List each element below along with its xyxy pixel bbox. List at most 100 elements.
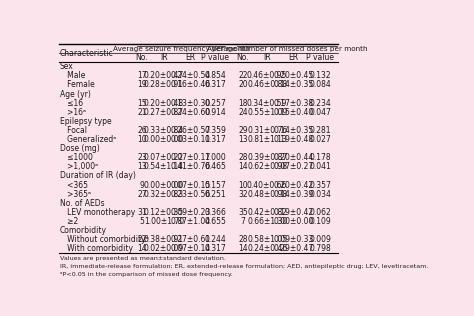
Text: 0.854: 0.854 bbox=[204, 71, 226, 80]
Text: 0.58±1.05: 0.58±1.05 bbox=[247, 235, 287, 244]
Text: Female: Female bbox=[60, 81, 94, 89]
Text: 0.02±0.09: 0.02±0.09 bbox=[144, 244, 184, 253]
Text: 0.07±0.17: 0.07±0.17 bbox=[171, 153, 211, 162]
Text: Without comorbidityᵃ: Without comorbidityᵃ bbox=[60, 235, 148, 244]
Text: Epilepsy type: Epilepsy type bbox=[60, 117, 111, 126]
Text: 0.357: 0.357 bbox=[309, 180, 331, 190]
Text: P value: P value bbox=[306, 53, 334, 62]
Text: Duration of IR (day): Duration of IR (day) bbox=[60, 171, 136, 180]
Text: 0.62±0.98: 0.62±0.98 bbox=[247, 162, 287, 171]
Text: Characteristic: Characteristic bbox=[60, 49, 113, 58]
Text: 0.157: 0.157 bbox=[204, 180, 226, 190]
Text: 17: 17 bbox=[137, 71, 147, 80]
Text: 0.46±0.95: 0.46±0.95 bbox=[247, 71, 287, 80]
Text: 13: 13 bbox=[238, 135, 248, 144]
Text: LEV monotherapy: LEV monotherapy bbox=[60, 208, 135, 217]
Text: 23: 23 bbox=[137, 153, 147, 162]
Text: 22: 22 bbox=[137, 235, 146, 244]
Text: 24: 24 bbox=[238, 108, 248, 117]
Text: ᵃP<0.05 in the comparison of missed dose frequency.: ᵃP<0.05 in the comparison of missed dose… bbox=[60, 272, 232, 277]
Text: 0.251: 0.251 bbox=[205, 190, 226, 199]
Text: ER: ER bbox=[289, 53, 299, 62]
Text: 0.257: 0.257 bbox=[204, 99, 226, 108]
Text: ER: ER bbox=[186, 53, 196, 62]
Text: 0.24±0.46: 0.24±0.46 bbox=[247, 244, 287, 253]
Text: <365: <365 bbox=[60, 180, 88, 190]
Text: 0.26±0.57: 0.26±0.57 bbox=[171, 126, 211, 135]
Text: 0.00±0.00: 0.00±0.00 bbox=[144, 180, 184, 190]
Text: 0.15±0.40: 0.15±0.40 bbox=[273, 108, 314, 117]
Text: No.: No. bbox=[136, 53, 148, 62]
Text: 26: 26 bbox=[137, 126, 147, 135]
Text: 15: 15 bbox=[137, 99, 147, 108]
Text: 28: 28 bbox=[238, 153, 248, 162]
Text: P value: P value bbox=[201, 53, 229, 62]
Text: 0.33±0.84: 0.33±0.84 bbox=[144, 126, 184, 135]
Text: 0.27±0.61: 0.27±0.61 bbox=[171, 235, 211, 244]
Text: 0.07±0.22: 0.07±0.22 bbox=[144, 153, 184, 162]
Text: ≤16: ≤16 bbox=[60, 99, 83, 108]
Text: 0.317: 0.317 bbox=[204, 244, 226, 253]
Text: 0.027: 0.027 bbox=[309, 135, 331, 144]
Text: ≥2: ≥2 bbox=[60, 217, 78, 226]
Text: 0.09±0.23: 0.09±0.23 bbox=[171, 208, 211, 217]
Text: 0.03±0.11: 0.03±0.11 bbox=[171, 135, 211, 144]
Text: 0.00±0.00: 0.00±0.00 bbox=[144, 135, 184, 144]
Text: 0.39±0.87: 0.39±0.87 bbox=[247, 153, 287, 162]
Text: 0.359: 0.359 bbox=[204, 126, 226, 135]
Text: IR: IR bbox=[160, 53, 168, 62]
Text: 0.655: 0.655 bbox=[204, 217, 226, 226]
Text: IR, immediate-release formulation; ER, extended-release formulation; AED, antiep: IR, immediate-release formulation; ER, e… bbox=[60, 264, 428, 269]
Text: 0.20±0.42: 0.20±0.42 bbox=[273, 180, 314, 190]
Text: 19: 19 bbox=[137, 81, 147, 89]
Text: 0.20±0.47: 0.20±0.47 bbox=[144, 71, 184, 80]
Text: 0.07±0.14: 0.07±0.14 bbox=[171, 244, 211, 253]
Text: 0.07±0.15: 0.07±0.15 bbox=[171, 180, 211, 190]
Text: Age (yr): Age (yr) bbox=[60, 89, 91, 99]
Text: IR: IR bbox=[264, 53, 271, 62]
Text: 0.009: 0.009 bbox=[309, 235, 331, 244]
Text: 0.24±0.60: 0.24±0.60 bbox=[171, 108, 211, 117]
Text: 0.14±0.35: 0.14±0.35 bbox=[273, 81, 314, 89]
Text: Generalizedᵃ: Generalizedᵃ bbox=[60, 135, 116, 144]
Text: 0.234: 0.234 bbox=[309, 99, 331, 108]
Text: 5: 5 bbox=[139, 217, 145, 226]
Text: 18: 18 bbox=[238, 99, 248, 108]
Text: 32: 32 bbox=[238, 190, 248, 199]
Text: 0.09±0.33: 0.09±0.33 bbox=[273, 235, 314, 244]
Text: 0.38±0.91: 0.38±0.91 bbox=[144, 235, 184, 244]
Text: 0.66±1.30: 0.66±1.30 bbox=[247, 217, 287, 226]
Text: 14: 14 bbox=[238, 244, 248, 253]
Text: No.: No. bbox=[237, 53, 249, 62]
Text: 0.19±0.42: 0.19±0.42 bbox=[273, 208, 314, 217]
Text: 10: 10 bbox=[238, 180, 248, 190]
Text: 0.14±0.35: 0.14±0.35 bbox=[273, 126, 314, 135]
Text: 7: 7 bbox=[240, 217, 246, 226]
Text: 0.55±1.09: 0.55±1.09 bbox=[247, 108, 287, 117]
Text: 22: 22 bbox=[238, 71, 248, 80]
Text: No. of AEDs: No. of AEDs bbox=[60, 199, 104, 208]
Text: 0.132: 0.132 bbox=[309, 71, 331, 80]
Text: 0.32±0.83: 0.32±0.83 bbox=[144, 190, 184, 199]
Text: 0.178: 0.178 bbox=[309, 153, 331, 162]
Text: 0.07±0.27: 0.07±0.27 bbox=[273, 162, 314, 171]
Text: 0.46±0.88: 0.46±0.88 bbox=[247, 81, 287, 89]
Text: 1.00±1.70: 1.00±1.70 bbox=[144, 217, 184, 226]
Text: 0.20±0.44: 0.20±0.44 bbox=[273, 153, 314, 162]
Text: ≤1000: ≤1000 bbox=[60, 153, 92, 162]
Text: 0.24±0.54: 0.24±0.54 bbox=[171, 71, 211, 80]
Text: 0.48±0.98: 0.48±0.98 bbox=[247, 190, 287, 199]
Text: >365ᵃ: >365ᵃ bbox=[60, 190, 91, 199]
Text: Average seizure frequency per month: Average seizure frequency per month bbox=[113, 46, 249, 52]
Text: 21: 21 bbox=[137, 108, 146, 117]
Text: 14: 14 bbox=[238, 162, 248, 171]
Text: 0.34±0.59: 0.34±0.59 bbox=[247, 99, 287, 108]
Text: 10: 10 bbox=[137, 135, 147, 144]
Text: 0.19±0.48: 0.19±0.48 bbox=[273, 135, 314, 144]
Text: 0.40±0.66: 0.40±0.66 bbox=[247, 180, 287, 190]
Text: 0.12±0.35: 0.12±0.35 bbox=[144, 208, 184, 217]
Text: 0.14±0.39: 0.14±0.39 bbox=[273, 190, 314, 199]
Text: 0.29±0.47: 0.29±0.47 bbox=[273, 244, 314, 253]
Text: 0.20±0.48: 0.20±0.48 bbox=[144, 99, 184, 108]
Text: 0.13±0.30: 0.13±0.30 bbox=[171, 99, 211, 108]
